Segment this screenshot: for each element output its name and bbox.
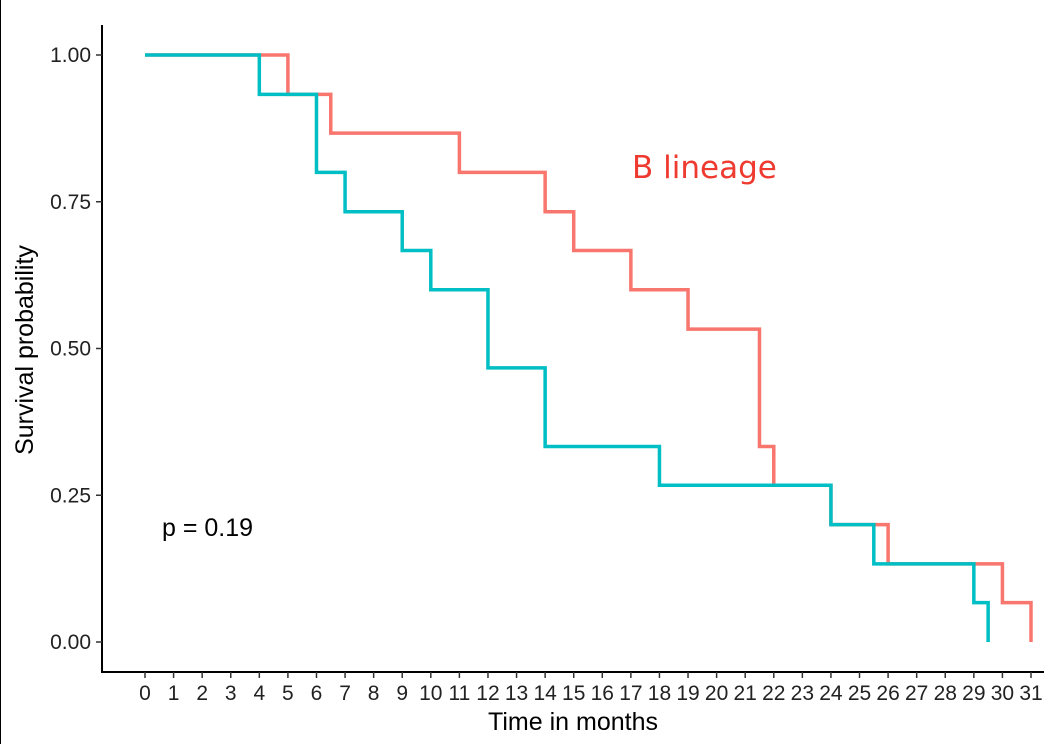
- y-tick-label: 0.00: [50, 631, 91, 654]
- x-tick-label: 22: [762, 682, 785, 705]
- x-tick-label: 13: [505, 682, 528, 705]
- x-tick-label: 31: [1019, 682, 1042, 705]
- x-tick-label: 26: [876, 682, 899, 705]
- x-tick-label: 16: [591, 682, 614, 705]
- survival-curve-2: [145, 53, 990, 642]
- x-tick-label: 20: [705, 682, 728, 705]
- series-layer: [145, 53, 1033, 642]
- series-annotation: B lineage: [632, 150, 777, 186]
- x-tick-label: 1: [168, 682, 180, 705]
- x-tick-label: 23: [791, 682, 814, 705]
- x-tick-label: 17: [619, 682, 642, 705]
- x-axis-title: Time in months: [488, 708, 658, 736]
- p-value-label: p = 0.19: [162, 514, 253, 542]
- x-tick-label: 29: [962, 682, 985, 705]
- x-tick-label: 12: [476, 682, 499, 705]
- x-tick-label: 4: [253, 682, 265, 705]
- x-tick-label: 11: [448, 682, 470, 705]
- x-tick-label: 21: [734, 682, 757, 705]
- y-axis-title: Survival probability: [11, 245, 39, 455]
- x-tick-label: 14: [533, 682, 557, 705]
- x-tick-label: 27: [905, 682, 928, 705]
- x-tick-label: 30: [991, 682, 1014, 705]
- x-tick-label: 9: [396, 682, 408, 705]
- x-tick-label: 7: [339, 682, 351, 705]
- x-tick-label: 18: [648, 682, 671, 705]
- x-tick-label: 6: [311, 682, 323, 705]
- x-tick-label: 8: [368, 682, 380, 705]
- x-tick-label: 28: [934, 682, 957, 705]
- x-tick-label: 19: [676, 682, 699, 705]
- y-axis: 0.00 0.25 0.50 0.75 1.00: [50, 25, 103, 673]
- x-tick-label: 3: [225, 682, 237, 705]
- x-tick-label: 0: [139, 682, 151, 705]
- y-tick-label: 0.25: [50, 484, 91, 507]
- survival-curve-1: [145, 53, 1033, 642]
- x-tick-label: 24: [819, 682, 843, 705]
- x-axis: 0 1 2 3 4 5 6 7 8 9 10 11 12 13 14 15 16 17 18 19 20 21 22 23 24…: [102, 671, 1044, 705]
- x-tick-label: 25: [848, 682, 871, 705]
- x-tick-label: 10: [419, 682, 442, 705]
- x-tick-label: 15: [562, 682, 585, 705]
- x-tick-label: 2: [196, 682, 208, 705]
- y-tick-label: 0.50: [50, 338, 91, 361]
- y-tick-label: 0.75: [50, 191, 91, 214]
- x-tick-label: 5: [282, 682, 294, 705]
- y-tick-label: 1.00: [50, 44, 91, 67]
